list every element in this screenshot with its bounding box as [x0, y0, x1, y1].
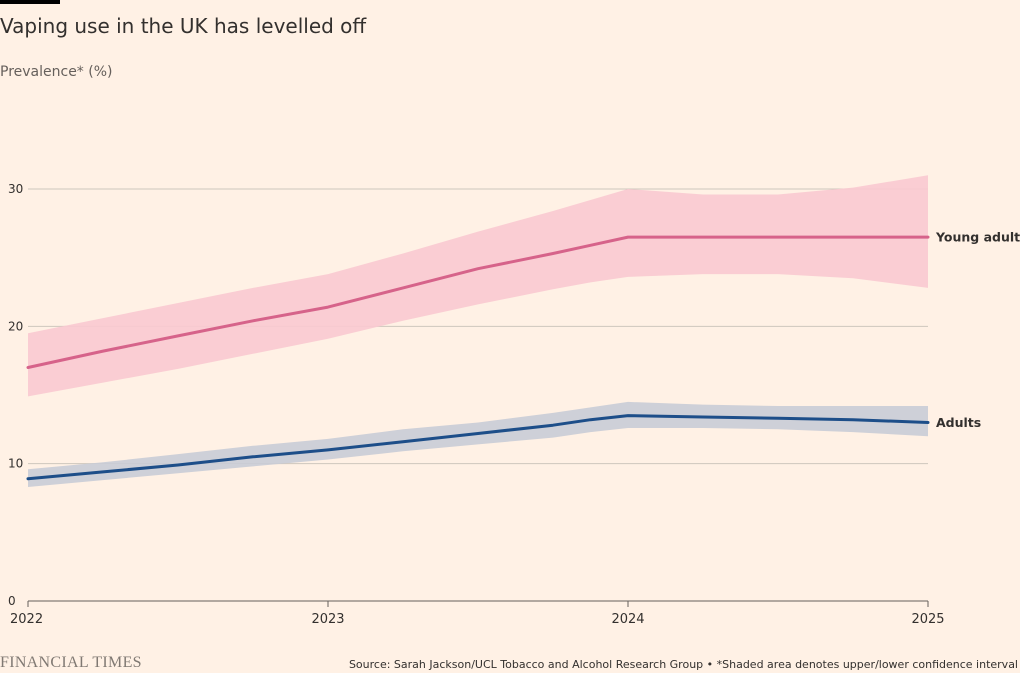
y-tick-label-0: 0 — [8, 594, 16, 608]
x-tick-label-2024: 2024 — [611, 612, 644, 627]
y-tick-label-30: 30 — [8, 182, 23, 196]
y-tick-label-10: 10 — [8, 457, 23, 471]
series-label-adults: Adults — [936, 415, 981, 430]
confidence-band-young-adults — [28, 175, 928, 397]
chart-title: Vaping use in the UK has levelled off — [0, 14, 367, 38]
y-axis-unit-label: Prevalence* (%) — [0, 64, 113, 80]
ft-brand: FINANCIAL TIMES — [0, 654, 142, 671]
y-tick-label-20: 20 — [8, 319, 23, 333]
x-tick-label-2025: 2025 — [911, 612, 944, 627]
confidence-band-adults — [28, 401, 928, 487]
x-tick-label-2022: 2022 — [10, 612, 43, 627]
series-line-young-adults — [26, 235, 930, 369]
series-line-adults — [26, 414, 930, 481]
x-tick-label-2023: 2023 — [311, 612, 344, 627]
source-note: Source: Sarah Jackson/UCL Tobacco and Al… — [348, 658, 1018, 671]
ft-top-bar — [0, 0, 60, 4]
series-label-young-adults: Young adults — [935, 230, 1020, 245]
